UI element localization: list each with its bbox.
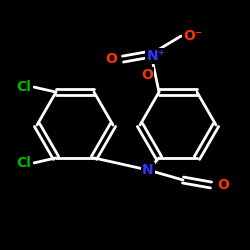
- Text: O: O: [105, 52, 117, 66]
- Text: N⁺: N⁺: [146, 49, 166, 63]
- Text: Cl: Cl: [16, 156, 32, 170]
- Text: O: O: [141, 68, 153, 82]
- Text: O: O: [217, 178, 229, 192]
- Text: O⁻: O⁻: [184, 29, 203, 43]
- Text: Cl: Cl: [16, 80, 32, 94]
- Text: N: N: [142, 163, 154, 177]
